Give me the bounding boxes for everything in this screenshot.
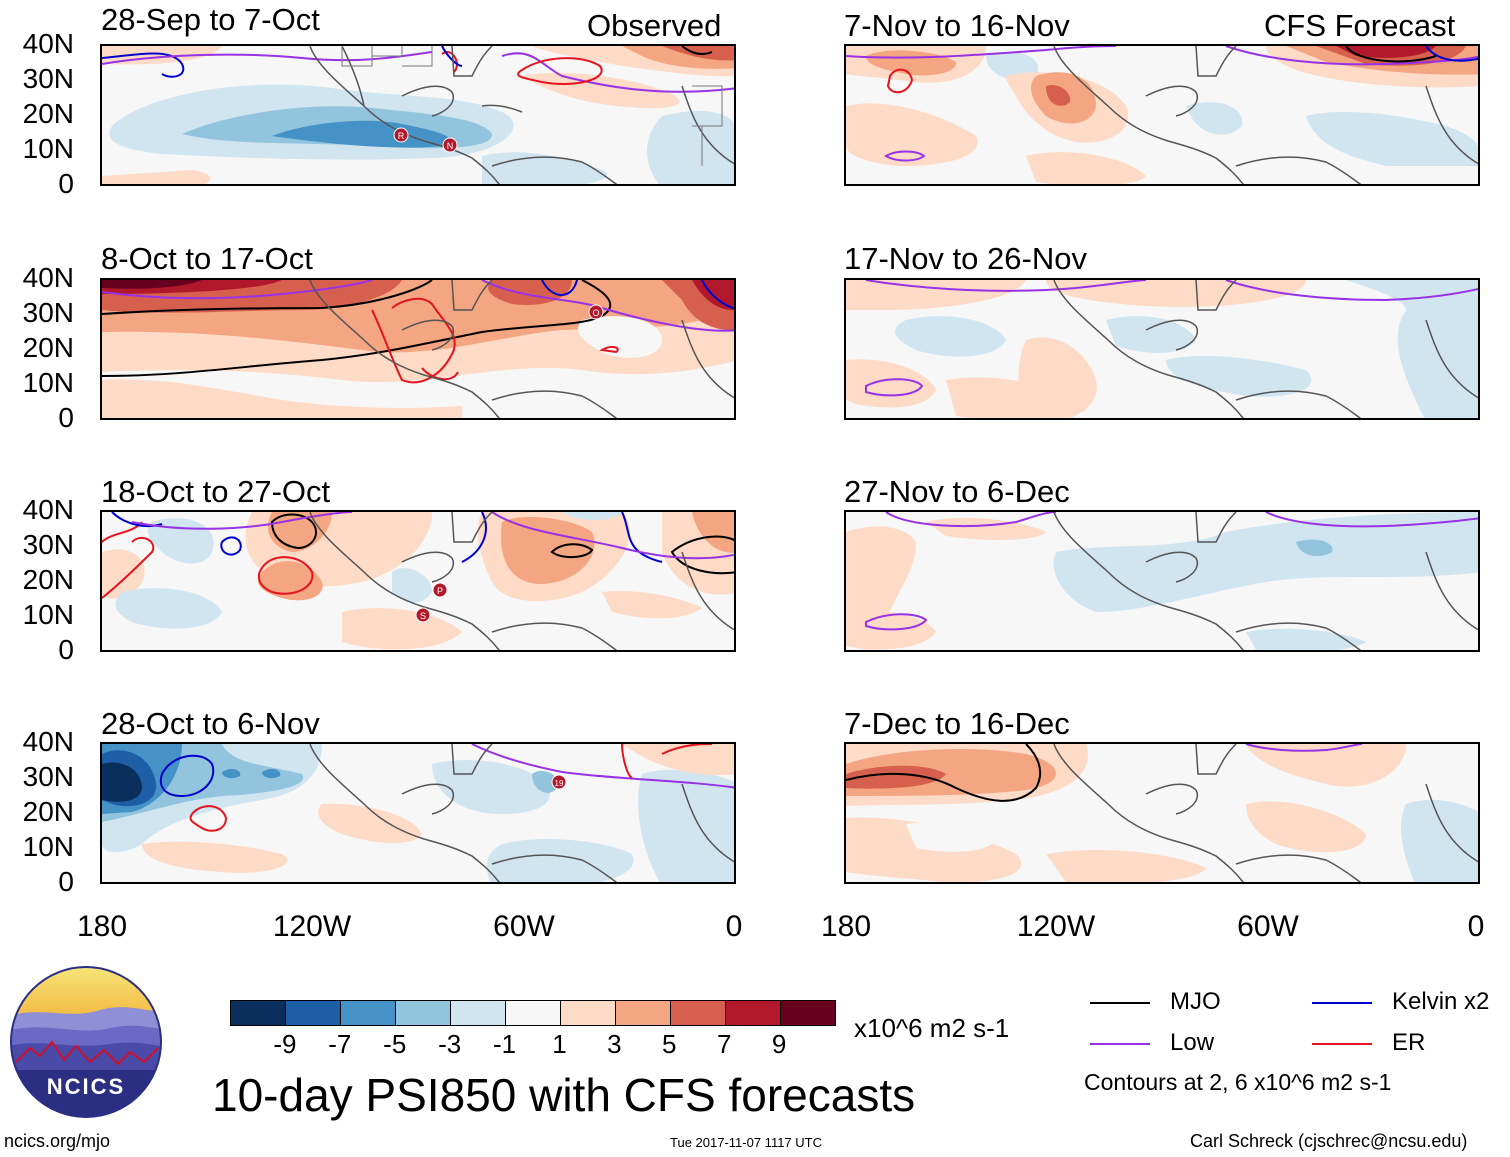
panel-tag-observed: Observed [587, 8, 722, 43]
colorbar [230, 1000, 836, 1026]
panel-title-2: 8-Oct to 17-Oct [101, 241, 313, 276]
legend-label-er: ER [1392, 1029, 1426, 1056]
lat-label: 10N [22, 599, 74, 630]
lat-label: 10N [22, 367, 74, 398]
svg-text:P: P [437, 586, 443, 596]
lat-label: 20N [22, 796, 74, 827]
svg-text:R: R [398, 131, 405, 141]
colorbar-tick-label: -9 [273, 1029, 297, 1059]
legend-line-low [1090, 1043, 1150, 1045]
map-panel-2: O [100, 278, 736, 420]
storm-marker-p: P [432, 582, 448, 598]
storm-marker-19: 19 [551, 774, 567, 790]
lat-label: 40N [22, 28, 74, 59]
lat-label: 0 [58, 402, 74, 433]
lat-label: 40N [22, 262, 74, 293]
legend-label-low: Low [1170, 1029, 1215, 1056]
panel-title-1: 28-Sep to 7-Oct [101, 2, 320, 37]
colorbar-swatch [560, 1001, 615, 1025]
colorbar-swatch [615, 1001, 670, 1025]
svg-text:19: 19 [555, 779, 564, 788]
lon-label-left-4: 0 [725, 910, 743, 943]
panel-title-7: 27-Nov to 6-Dec [844, 474, 1070, 509]
map-panel-7 [844, 510, 1480, 652]
map-panel-3: P S [100, 510, 736, 652]
colorbar-swatch [231, 1001, 285, 1025]
lat-label: 20N [22, 332, 74, 363]
lon-label-right-2: 120W [1016, 910, 1096, 943]
lat-label: 40N [22, 494, 74, 525]
storm-marker-o: O [588, 304, 604, 320]
colorbar-swatch [450, 1001, 505, 1025]
storm-marker-s: S [415, 607, 431, 623]
map-panel-4: 19 [100, 742, 736, 884]
colorbar-tick-label: 7 [716, 1029, 732, 1059]
colorbar-swatch [725, 1001, 780, 1025]
footer-timestamp: Tue 2017-11-07 1117 UTC [670, 1135, 822, 1150]
lat-label: 10N [22, 133, 74, 164]
map-panel-1: R N [100, 44, 736, 186]
map-panel-5 [844, 44, 1480, 186]
lat-label: 20N [22, 98, 74, 129]
lat-label: 30N [22, 297, 74, 328]
colorbar-swatch [505, 1001, 560, 1025]
lon-label-right-1: 180 [820, 910, 872, 943]
colorbar-tick-label: -7 [328, 1029, 352, 1059]
legend-line-kelvin [1312, 1002, 1372, 1004]
panel-tag-cfs: CFS Forecast [1264, 8, 1456, 43]
colorbar-swatch [395, 1001, 450, 1025]
panel-title-5: 7-Nov to 16-Nov [844, 8, 1070, 43]
main-title: 10-day PSI850 with CFS forecasts [212, 1069, 916, 1121]
colorbar-swatch [780, 1001, 835, 1025]
storm-marker-n: N [442, 137, 458, 153]
lat-label: 30N [22, 761, 74, 792]
legend-note: Contours at 2, 6 x10^6 m2 s-1 [1084, 1069, 1392, 1095]
panel-title-4: 28-Oct to 6-Nov [101, 706, 320, 741]
svg-text:O: O [592, 308, 599, 318]
legend-label-mjo: MJO [1170, 988, 1221, 1015]
colorbar-tick-label: 9 [771, 1029, 787, 1059]
colorbar-swatch [670, 1001, 725, 1025]
colorbar-units: x10^6 m2 s-1 [854, 1013, 1010, 1043]
colorbar-tick-label: 5 [662, 1029, 677, 1059]
colorbar-tick-label: 3 [607, 1029, 622, 1059]
panel-title-6: 17-Nov to 26-Nov [844, 241, 1087, 276]
logo-text: NCICS [47, 1074, 125, 1099]
legend-line-mjo [1090, 1002, 1150, 1004]
lon-label-right-3: 60W [1237, 910, 1299, 943]
panel-title-8: 7-Dec to 16-Dec [844, 706, 1070, 741]
lat-label: 0 [58, 634, 74, 665]
map-panel-8 [844, 742, 1480, 884]
lat-label: 40N [22, 726, 74, 757]
colorbar-tick-label: -1 [492, 1029, 517, 1059]
lon-label-right-4: 0 [1467, 910, 1485, 943]
lat-label: 0 [58, 866, 74, 897]
lon-label-left-2: 120W [272, 910, 352, 943]
svg-text:S: S [420, 611, 426, 621]
lon-label-left-3: 60W [493, 910, 555, 943]
colorbar-tick-label: -5 [383, 1029, 407, 1059]
footer-url[interactable]: ncics.org/mjo [4, 1131, 111, 1151]
lat-label: 20N [22, 564, 74, 595]
colorbar-tick-label: -3 [438, 1029, 462, 1059]
legend-label-kelvin: Kelvin x2 [1392, 988, 1490, 1015]
panel-title-3: 18-Oct to 27-Oct [101, 474, 331, 509]
storm-marker-r: R [393, 127, 409, 143]
lat-label: 0 [58, 168, 74, 199]
footer-credit: Carl Schreck (cjschrec@ncsu.edu) [1190, 1131, 1468, 1151]
legend-line-er [1312, 1043, 1372, 1045]
colorbar-swatch [340, 1001, 395, 1025]
lon-label-left-1: 180 [76, 910, 128, 943]
lat-label: 30N [22, 529, 74, 560]
ncics-logo: NCICS [10, 966, 162, 1118]
lat-label: 10N [22, 831, 74, 862]
colorbar-tick-label: 1 [552, 1029, 567, 1059]
svg-text:N: N [447, 141, 454, 151]
colorbar-swatch [285, 1001, 340, 1025]
lat-label: 30N [22, 63, 74, 94]
map-panel-6 [844, 278, 1480, 420]
